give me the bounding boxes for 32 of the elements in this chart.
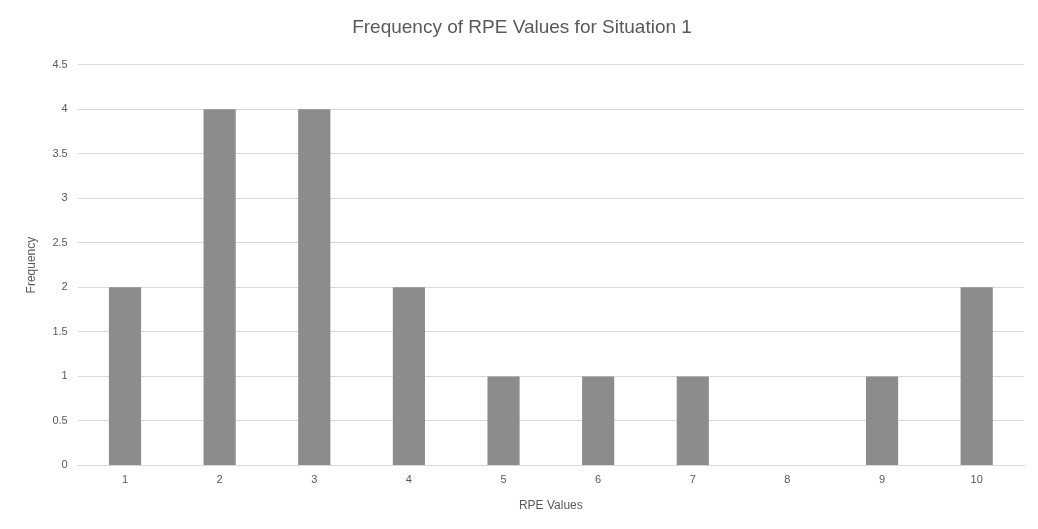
y-tick-label: 0.5 bbox=[52, 413, 68, 426]
bar bbox=[582, 376, 615, 465]
y-tick-label: 1.5 bbox=[52, 324, 68, 337]
y-tick-label: 4 bbox=[61, 102, 68, 115]
bar bbox=[865, 376, 899, 465]
y-tick-label: 2.5 bbox=[52, 235, 68, 248]
x-tick-label: 10 bbox=[970, 473, 983, 486]
x-tick-label: 3 bbox=[311, 473, 318, 486]
y-tick-label: 4.5 bbox=[52, 57, 68, 70]
x-tick-label: 6 bbox=[595, 473, 602, 486]
y-tick-label: 0 bbox=[61, 458, 68, 471]
x-tick-label: 2 bbox=[216, 473, 223, 486]
bar bbox=[108, 287, 142, 465]
bar bbox=[676, 376, 709, 465]
y-axis-title: Frequency bbox=[23, 236, 38, 294]
y-tick-label: 3.5 bbox=[52, 146, 68, 159]
bar bbox=[298, 109, 331, 465]
x-tick-label: 8 bbox=[784, 473, 791, 486]
y-tick-label: 3 bbox=[61, 191, 68, 204]
bar bbox=[392, 287, 425, 465]
x-tick-label: 7 bbox=[689, 473, 696, 486]
x-tick-label: 1 bbox=[121, 473, 129, 486]
x-tick-label: 5 bbox=[500, 473, 507, 486]
y-tick-label: 1 bbox=[61, 369, 68, 382]
x-tick-label: 4 bbox=[405, 473, 412, 486]
bar bbox=[487, 376, 520, 465]
y-tick-label: 2 bbox=[61, 280, 68, 293]
chart-title: Frequency of RPE Values for Situation 1 bbox=[352, 15, 692, 37]
x-axis-title: RPE Values bbox=[518, 498, 583, 513]
bar bbox=[960, 287, 993, 465]
x-tick-label: 9 bbox=[878, 473, 886, 486]
bar bbox=[203, 109, 236, 465]
